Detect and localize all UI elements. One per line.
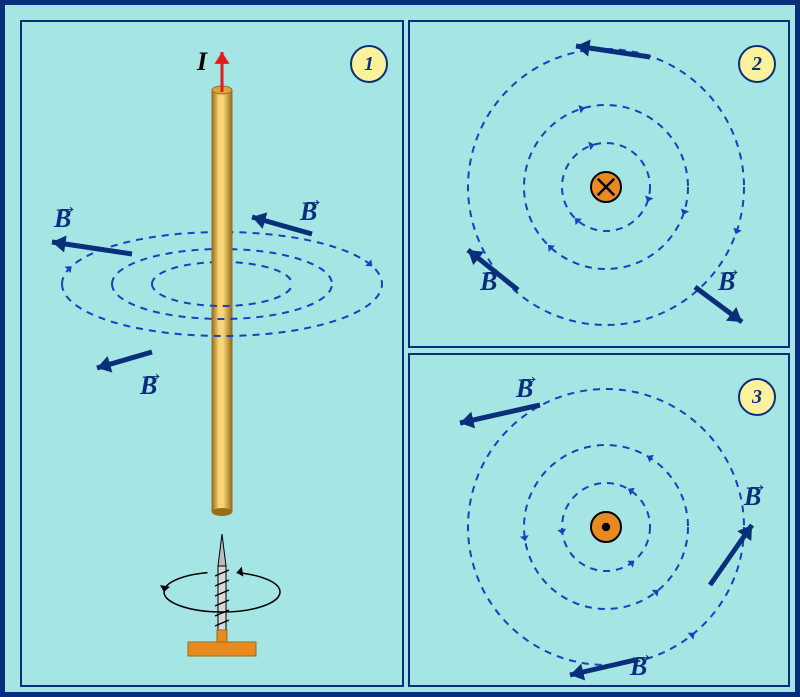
svg-text:→: → <box>518 363 540 388</box>
svg-text:I: I <box>196 47 208 76</box>
svg-text:→: → <box>302 186 324 211</box>
panel-badge: 3 <box>738 378 776 416</box>
diagram-frame: IB→B→B→1B→B→2B→B→B→3 <box>0 0 800 697</box>
panel-2: B→B→2 <box>408 20 790 348</box>
svg-text:→: → <box>482 256 504 281</box>
panel-badge: 2 <box>738 45 776 83</box>
svg-text:→: → <box>56 193 78 218</box>
svg-text:→: → <box>746 471 768 496</box>
svg-text:→: → <box>720 256 742 281</box>
panel-1: IB→B→B→1 <box>20 20 404 687</box>
panel-3: B→B→B→3 <box>408 353 790 687</box>
svg-text:→: → <box>632 641 654 666</box>
svg-text:→: → <box>142 360 164 385</box>
panel-badge: 1 <box>350 45 388 83</box>
